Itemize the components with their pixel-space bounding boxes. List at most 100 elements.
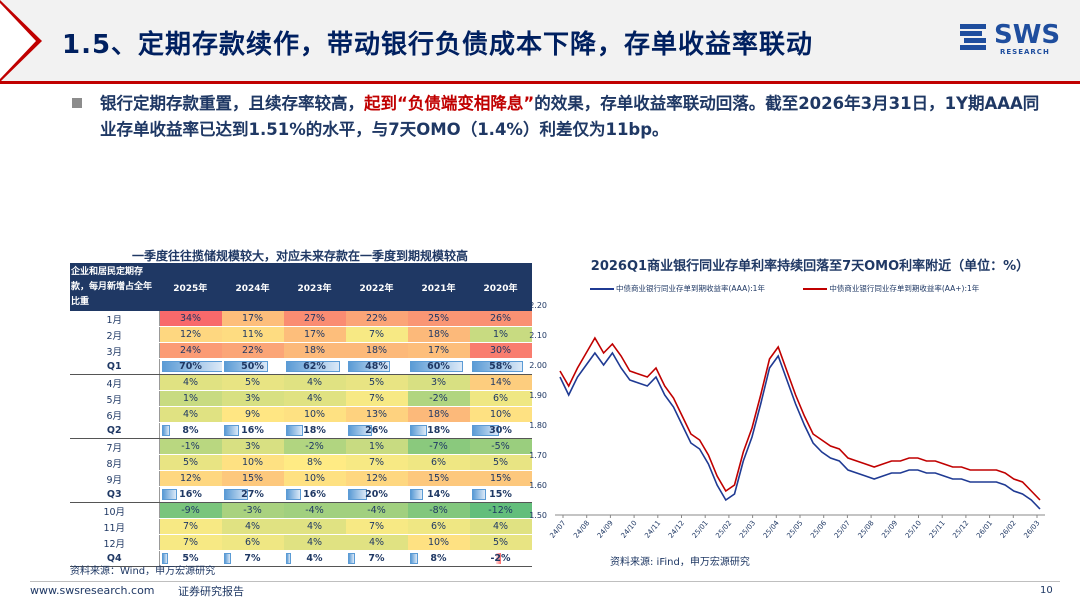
- legend-item-aaa: 中债商业银行同业存单到期收益率(AAA):1年: [590, 283, 765, 294]
- table-cell: 14%: [469, 374, 532, 391]
- logo-subtitle: RESEARCH: [1000, 48, 1050, 56]
- table-cell: 10%: [221, 454, 284, 471]
- y-tick-label: 2.20: [529, 301, 547, 310]
- table-cell: 13%: [345, 406, 408, 423]
- table-cell: 4%: [283, 390, 346, 407]
- table-cell: 18%: [407, 406, 470, 423]
- table-cell: 16%: [283, 486, 346, 503]
- table-row-label: Q1: [70, 358, 160, 375]
- table-row: 5月 1% 3% 4% 7% -2% 6%: [70, 390, 532, 407]
- table-col-header: 2024年: [221, 263, 284, 311]
- table-cell-value: 18%: [303, 425, 326, 436]
- table-cell: 4%: [283, 550, 346, 567]
- table-cell: 62%: [283, 358, 346, 375]
- page-number: 10: [1040, 585, 1053, 596]
- table-cell-databar: [409, 425, 427, 436]
- table-cell: 27%: [283, 311, 346, 327]
- table-cell: 50%: [221, 358, 284, 375]
- table-row: 3月 24% 22% 18% 18% 17% 30%: [70, 342, 532, 359]
- legend-swatch-aaplus: [803, 288, 828, 290]
- x-tick-label: 24/11: [643, 519, 662, 540]
- table-col-header: 2020年: [469, 263, 532, 311]
- table-cell-value: 20%: [365, 489, 388, 500]
- bullet-marker: [72, 98, 82, 108]
- table-cell-value: 70%: [179, 361, 202, 372]
- table-cell-databar: [223, 361, 268, 372]
- x-tick-label: 26/01: [975, 519, 994, 540]
- table-cell: 8%: [159, 422, 222, 439]
- bullet-text: 银行定期存款重置，且续存率较高，起到“负债端变相降息”的效果，存单收益率联动回落…: [100, 91, 1050, 143]
- table-row-label: 11月: [70, 518, 160, 535]
- table-cell-value: 58%: [489, 361, 512, 372]
- table-row-label: 10月: [70, 502, 160, 519]
- x-tick-label: 25/07: [833, 519, 852, 540]
- table-cell: 22%: [221, 342, 284, 359]
- table-row-label: Q3: [70, 486, 160, 503]
- table-cell-databar: [161, 425, 171, 436]
- table-quarter-row: Q1 70% 50% 62% 48% 60% 58%: [70, 358, 532, 375]
- table-cell: 4%: [221, 518, 284, 535]
- table-cell: 1%: [159, 390, 222, 407]
- table-cell: 7%: [345, 550, 408, 567]
- sws-logo: SWS RESEARCH: [958, 20, 1068, 64]
- y-tick-label: 2.10: [529, 331, 547, 340]
- table-cell: 6%: [221, 534, 284, 551]
- x-tick-label: 24/12: [667, 519, 686, 540]
- header-bar: 1.5、定期存款续作，带动银行负债成本下降，存单收益率联动 SWS RESEAR…: [0, 0, 1080, 82]
- chart-legend: 中债商业银行同业存单到期收益率(AAA):1年 中债商业银行同业存单到期收益率(…: [590, 283, 1015, 294]
- table-header-row: 企业和居民定期存款，每月新增占全年比重 2025年 2024年 2023年 2022年…: [70, 263, 532, 311]
- table-cell-databar: [223, 553, 232, 564]
- table-cell: 5%: [345, 374, 408, 391]
- table-cell: 5%: [159, 550, 222, 567]
- chart-source: 资料来源: iFind，申万宏源研究: [610, 557, 750, 568]
- table-row-label: 2月: [70, 326, 160, 343]
- slide-title: 1.5、定期存款续作，带动银行负债成本下降，存单收益率联动: [62, 30, 814, 60]
- table-cell: 16%: [159, 486, 222, 503]
- footer-divider: [30, 581, 1060, 582]
- table-cell-value: 8%: [182, 425, 199, 436]
- table-cell: -8%: [407, 502, 470, 519]
- table-cell: 26%: [345, 422, 408, 439]
- series-line-aaplus: [559, 336, 1041, 501]
- table-cell: 34%: [159, 311, 222, 327]
- table-cell-value: 16%: [303, 489, 326, 500]
- table-cell-value: 16%: [179, 489, 202, 500]
- table-cell-value: 15%: [489, 489, 512, 500]
- table-cell: 18%: [407, 326, 470, 343]
- table-cell: 1%: [469, 326, 532, 343]
- table-cell-databar: [409, 553, 419, 564]
- table-col-header: 2023年: [283, 263, 346, 311]
- table-cell: 1%: [345, 438, 408, 455]
- table-cell: 27%: [221, 486, 284, 503]
- table-cell: 11%: [221, 326, 284, 343]
- table-row: 2月 12% 11% 17% 7% 18% 1%: [70, 326, 532, 343]
- x-tick-label: 24/10: [620, 519, 639, 540]
- table-cell: 10%: [283, 470, 346, 487]
- y-tick-label: 1.70: [529, 451, 547, 460]
- x-tick-label: 25/04: [762, 519, 781, 540]
- table-cell: -9%: [159, 502, 222, 519]
- footer-label: 证券研究报告: [178, 585, 244, 598]
- footer-url-link[interactable]: www.swsresearch.com: [30, 584, 155, 597]
- table-cell: 15%: [407, 470, 470, 487]
- table-row-label: 6月: [70, 406, 160, 423]
- table-row-label: 7月: [70, 438, 160, 455]
- x-tick-label: 25/06: [809, 519, 828, 540]
- table-cell: 15%: [469, 486, 532, 503]
- table-body: 1月 34% 17% 27% 22% 25% 26% 2月 12% 11% 17% 7% 18% 1% 3月…: [70, 311, 532, 567]
- table-row: 11月 7% 4% 4% 7% 6% 4%: [70, 518, 532, 535]
- table-cell: 12%: [159, 470, 222, 487]
- table-cell-value: 14%: [427, 489, 450, 500]
- deposit-share-table: 企业和居民定期存款，每月新增占全年比重 2025年 2024年 2023年 2022年…: [70, 263, 532, 567]
- bullet-part3: 的效果，存单收益率联动回落。截至2026年3月31日，1Y期AAA同业存单收益率…: [100, 94, 1040, 139]
- table-cell: 15%: [469, 470, 532, 487]
- table-cell-databar: [347, 489, 367, 500]
- table-cell: -7%: [407, 438, 470, 455]
- x-tick-label: 25/03: [738, 519, 757, 540]
- table-quarter-row: Q4 5% 7% 4% 7% 8% -2%: [70, 550, 532, 567]
- table-cell: -3%: [221, 502, 284, 519]
- table-cell: -4%: [345, 502, 408, 519]
- x-tick-label: 25/11: [928, 519, 947, 540]
- table-cell: 7%: [345, 390, 408, 407]
- table-cell: 4%: [283, 374, 346, 391]
